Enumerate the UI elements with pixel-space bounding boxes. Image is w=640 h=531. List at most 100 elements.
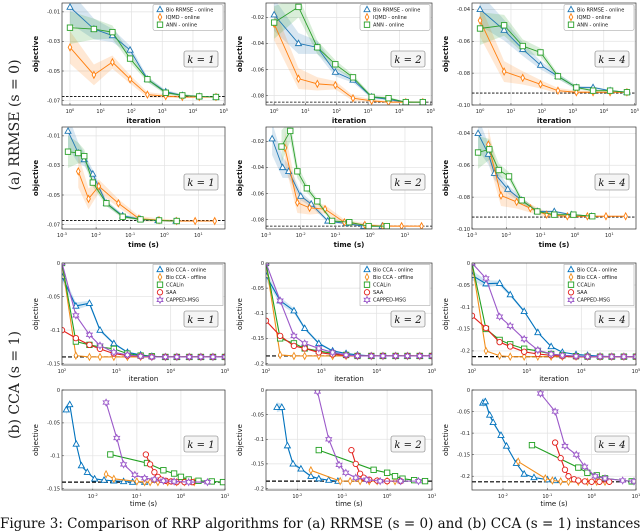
y-tick-label: -0.05 (47, 421, 60, 427)
x-tick-base: 10 (330, 233, 336, 239)
legend-label: Bio CCA - offline (577, 275, 617, 281)
x-tick-label: 105 (632, 368, 640, 375)
data-point (102, 398, 110, 407)
data-point (83, 468, 92, 475)
data-point (72, 335, 80, 342)
series-capped-msg (313, 390, 423, 486)
data-point (170, 470, 178, 477)
x-tick-label: 103 (522, 368, 531, 375)
x-tick-base: 10 (317, 369, 323, 375)
data-point (146, 461, 154, 468)
x-tick-exponent: 1 (638, 493, 640, 497)
data-point (161, 352, 170, 362)
x-tick-exponent: 3 (118, 368, 120, 372)
y-tick-label: -0.10 (457, 227, 470, 233)
y-tick-label: -0.02 (251, 15, 264, 21)
legend-label: Bio CCA - offline (166, 275, 206, 281)
data-point (623, 89, 631, 96)
x-tick-label: 104 (372, 368, 381, 375)
data-point (173, 217, 180, 225)
x-tick-exponent: 4 (583, 368, 586, 372)
data-point (496, 338, 503, 346)
data-point (558, 477, 563, 486)
x-tick-base: 10 (66, 109, 72, 115)
data-point (486, 146, 493, 153)
data-point (495, 166, 502, 174)
x-tick-exponent: -3 (63, 232, 67, 236)
data-point (474, 129, 482, 137)
x-tick-exponent: 3 (164, 108, 166, 112)
data-point (109, 28, 116, 36)
data-point (315, 446, 322, 454)
data-point (151, 469, 158, 476)
x-tick-exponent: 5 (226, 108, 228, 112)
legend-label: Bio CCA - online (166, 267, 206, 273)
x-tick-base: 10 (177, 494, 183, 500)
data-point (528, 442, 536, 449)
x-axis-label: time (s) (335, 500, 362, 508)
legend-entry: Bio CCA - offline (364, 272, 413, 282)
x-tick-label: 102 (468, 368, 477, 375)
data-point (557, 454, 564, 462)
x-tick-exponent: -3 (267, 232, 271, 236)
axes-frame (61, 389, 226, 491)
x-tick-label: 10-2 (296, 232, 306, 239)
data-point (348, 446, 355, 454)
k-label-box (183, 435, 219, 453)
y-tick-label: -0.04 (457, 131, 470, 137)
k-label: k = 1 (187, 55, 214, 66)
y-tick-label: -0.02 (251, 139, 264, 145)
x-tick-exponent: 5 (433, 108, 435, 112)
confidence-band (281, 127, 387, 227)
x-axis-label: time (s) (539, 241, 570, 249)
x-tick-base: 10 (160, 233, 166, 239)
data-point (203, 477, 212, 487)
data-point (337, 476, 343, 486)
confidence-band (68, 135, 177, 222)
data-point (591, 471, 599, 481)
legend-marker-diamond-icon (568, 12, 574, 22)
data-point (502, 441, 511, 449)
data-point (506, 290, 514, 298)
y-axis-label: objective (236, 298, 244, 330)
data-point (520, 73, 526, 83)
data-point (313, 390, 322, 396)
data-point (489, 418, 497, 425)
data-point (119, 213, 126, 220)
x-tick-base: 10 (605, 233, 611, 239)
x-tick-base: 10 (158, 109, 164, 115)
x-tick-base: 10 (632, 494, 638, 500)
data-point (618, 476, 627, 485)
k-label: k = 1 (187, 178, 214, 189)
data-point (495, 279, 504, 286)
data-point (515, 457, 521, 466)
series-ann-online (474, 146, 596, 220)
x-tick-exponent: -1 (337, 232, 341, 236)
x-axis-label: time (s) (334, 241, 365, 249)
legend-label: Bio CCA - online (577, 267, 617, 273)
x-tick-exponent: -2 (299, 493, 303, 497)
data-point (572, 351, 580, 361)
data-point (383, 469, 391, 476)
k-label-box (594, 310, 630, 328)
x-tick-label: 10-3 (467, 232, 477, 239)
y-tick-label: 0 (261, 388, 264, 394)
legend-box (152, 4, 224, 31)
data-point (589, 213, 596, 220)
data-point (294, 168, 301, 175)
legend-marker-diamond-icon (157, 272, 163, 282)
legend: Bio RRMSE - online IQMD - online ANN - onl… (563, 4, 635, 31)
data-point (159, 476, 168, 486)
x-tick-label: 101 (301, 108, 310, 115)
legend-label: IQMD - online (166, 15, 200, 21)
data-point (349, 74, 357, 81)
x-tick-exponent: -2 (302, 232, 306, 236)
data-point (402, 98, 409, 105)
x-tick-exponent: 5 (638, 368, 640, 372)
data-point (581, 462, 589, 471)
y-axis-label: objective (32, 424, 40, 456)
data-point (290, 306, 298, 314)
x-tick-exponent: 0 (594, 493, 597, 497)
x-axis-label: time (s) (540, 500, 567, 508)
x-tick-label: 104 (166, 368, 175, 375)
